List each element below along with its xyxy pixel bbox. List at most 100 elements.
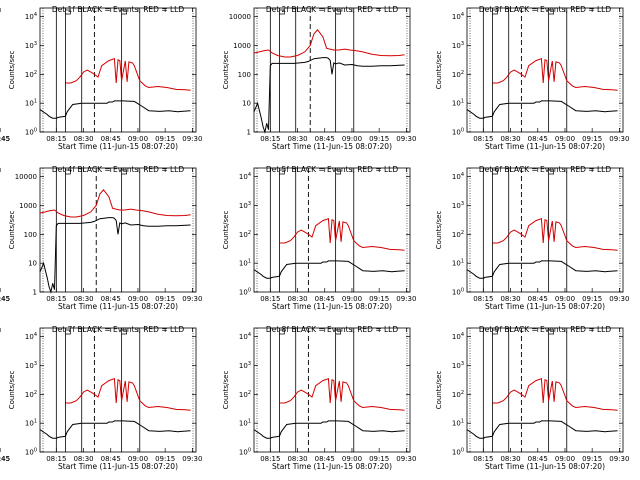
x-tick-label: 09:00 bbox=[342, 455, 362, 463]
y-tick-label: 101 bbox=[25, 99, 37, 108]
x-tick-label: 09:15 bbox=[155, 135, 175, 143]
x-tick-label: 08:30 bbox=[73, 455, 93, 463]
y-axis-label: Counts/sec bbox=[435, 211, 443, 250]
panel-title: Det 9f BLACK = Events, RED = LLD bbox=[479, 325, 612, 334]
top-marker bbox=[335, 169, 341, 175]
plot-frame bbox=[39, 167, 197, 293]
x-tick-label: 09:00 bbox=[555, 295, 575, 303]
plot-frame bbox=[253, 7, 411, 133]
plot-frame bbox=[466, 7, 624, 133]
events-series-line bbox=[39, 217, 191, 294]
plot-frame bbox=[39, 327, 197, 453]
top-marker bbox=[492, 169, 498, 175]
y-tick-label: 104 bbox=[239, 172, 251, 181]
lld-series-line bbox=[279, 218, 405, 251]
y-tick-label: 104 bbox=[25, 332, 37, 341]
x-tick-label: 09:00 bbox=[555, 455, 575, 463]
y-tick-label: 104 bbox=[452, 172, 464, 181]
y-tick-label: 104 bbox=[239, 332, 251, 341]
y-axis-label: Counts/sec bbox=[8, 211, 16, 250]
x-tick-label: 09:45 bbox=[0, 455, 10, 463]
y-tick-label: 102 bbox=[25, 70, 37, 79]
top-marker bbox=[335, 9, 341, 15]
x-tick-label: 09:30 bbox=[609, 295, 629, 303]
y-axis-label: Counts/sec bbox=[222, 211, 230, 250]
top-marker bbox=[121, 9, 127, 15]
top-marker bbox=[65, 329, 71, 335]
lld-series-line bbox=[492, 58, 618, 91]
panel-title: Det 5f BLACK = Events, RED = LLD bbox=[266, 165, 399, 174]
y-tick-label: 102 bbox=[25, 390, 37, 399]
y-tick-label: 102 bbox=[239, 390, 251, 399]
panel-9: 100 101 102 103 104 08:15 08:30 08:45 09:00 09:15… bbox=[0, 325, 629, 471]
plot-frame bbox=[466, 327, 624, 453]
x-tick-label: 09:45 bbox=[0, 455, 10, 463]
lld-series-line bbox=[65, 58, 191, 91]
lld-series-line bbox=[492, 378, 618, 411]
y-axis-label: Counts/sec bbox=[435, 51, 443, 90]
x-axis-label: Start Time (11-Jun-15 08:07:20) bbox=[272, 142, 392, 151]
y-tick-label: 103 bbox=[239, 361, 251, 370]
y-tick-label: 100 bbox=[238, 71, 251, 79]
panel-1: 100 101 102 103 104 08:15 08:30 08:45 09:00 09:15… bbox=[0, 5, 202, 151]
panel-title: Det 7f BLACK = Events, RED = LLD bbox=[52, 325, 185, 334]
events-series-line bbox=[253, 260, 405, 279]
x-tick-label: 09:15 bbox=[582, 455, 602, 463]
events-series-line bbox=[253, 420, 405, 439]
y-tick-label: 100 bbox=[25, 128, 37, 137]
y-tick-label: 103 bbox=[452, 201, 464, 210]
x-tick-label: 09:00 bbox=[342, 135, 362, 143]
y-tick-label: 10 bbox=[28, 260, 37, 268]
panel-title: Det 8f BLACK = Events, RED = LLD bbox=[266, 325, 399, 334]
panel-4: 1 10 100 1000 10000 08:15 08:30 08:45 09:00 09:15… bbox=[0, 165, 202, 311]
x-tick-label: 09:30 bbox=[396, 455, 416, 463]
y-tick-label: 100 bbox=[452, 448, 464, 457]
y-tick-label: 10000 bbox=[229, 13, 251, 21]
x-tick-label: 08:15 bbox=[260, 135, 280, 143]
events-series-line bbox=[253, 57, 405, 134]
panel-7: 100 101 102 103 104 08:15 08:30 08:45 09:00 09:15… bbox=[0, 325, 202, 471]
y-tick-label: 101 bbox=[239, 419, 251, 428]
x-tick-label: 08:45 bbox=[101, 135, 121, 143]
x-tick-label: 08:45 bbox=[101, 455, 121, 463]
x-axis-label: Start Time (11-Jun-15 08:07:20) bbox=[58, 462, 178, 471]
x-tick-label: 09:15 bbox=[369, 295, 389, 303]
lld-series-line bbox=[39, 189, 191, 218]
x-tick-label: 08:30 bbox=[500, 295, 520, 303]
top-marker bbox=[279, 9, 285, 15]
x-tick-label: 08:30 bbox=[287, 295, 307, 303]
top-marker bbox=[279, 329, 285, 335]
lld-series-line bbox=[65, 378, 191, 411]
x-tick-label: 09:15 bbox=[582, 295, 602, 303]
events-series-line bbox=[466, 420, 618, 439]
x-tick-label: 08:15 bbox=[46, 455, 66, 463]
x-tick-label: 08:45 bbox=[528, 295, 548, 303]
x-tick-label: 09:00 bbox=[555, 135, 575, 143]
plot-frame bbox=[253, 327, 411, 453]
top-marker bbox=[492, 329, 498, 335]
y-tick-label: 104 bbox=[25, 12, 37, 21]
top-marker bbox=[121, 169, 127, 175]
events-series-line bbox=[39, 420, 191, 439]
y-tick-label: 101 bbox=[452, 259, 464, 268]
y-tick-label: 100 bbox=[239, 448, 251, 457]
x-tick-label: 09:30 bbox=[396, 135, 416, 143]
x-tick-label: 08:30 bbox=[287, 455, 307, 463]
x-tick-label: 08:45 bbox=[315, 455, 335, 463]
top-marker bbox=[65, 169, 71, 175]
x-tick-label: 09:30 bbox=[609, 455, 629, 463]
x-axis-label: Start Time (11-Jun-15 08:07:20) bbox=[58, 142, 178, 151]
y-tick-label: 103 bbox=[452, 41, 464, 50]
x-tick-label: 09:15 bbox=[369, 135, 389, 143]
x-tick-label: 08:45 bbox=[528, 455, 548, 463]
x-tick-label: 08:15 bbox=[473, 455, 493, 463]
x-tick-label: 08:45 bbox=[315, 135, 335, 143]
x-tick-label: 08:15 bbox=[260, 455, 280, 463]
x-tick-label: 09:30 bbox=[609, 135, 629, 143]
lld-series-line bbox=[492, 218, 618, 251]
x-tick-label: 09:45 bbox=[0, 295, 10, 303]
x-tick-label: 08:30 bbox=[73, 295, 93, 303]
y-tick-label: 10000 bbox=[15, 173, 37, 181]
